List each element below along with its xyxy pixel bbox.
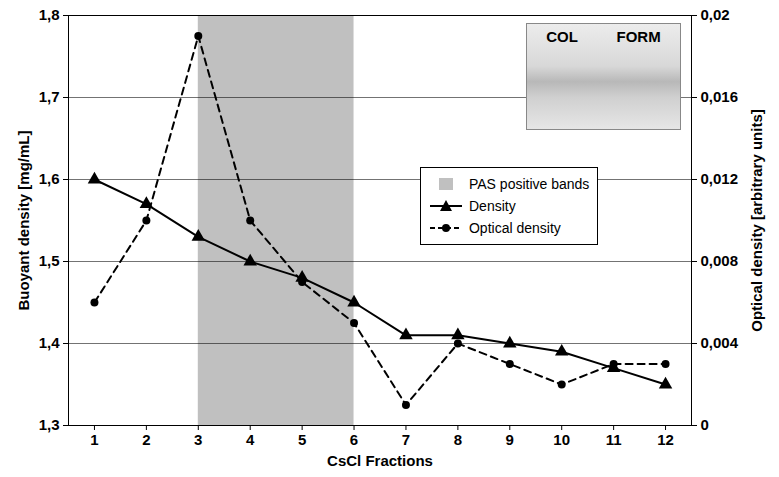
svg-text:0: 0 xyxy=(701,416,709,433)
svg-text:0,02: 0,02 xyxy=(701,6,730,23)
svg-text:0,008: 0,008 xyxy=(701,252,739,269)
svg-text:9: 9 xyxy=(506,431,514,448)
svg-text:5: 5 xyxy=(298,431,306,448)
svg-text:CsCl Fractions: CsCl Fractions xyxy=(327,452,433,469)
svg-text:7: 7 xyxy=(402,431,410,448)
svg-text:1,6: 1,6 xyxy=(39,170,60,187)
svg-text:0,016: 0,016 xyxy=(701,88,739,105)
svg-text:1,8: 1,8 xyxy=(39,6,60,23)
svg-text:1,3: 1,3 xyxy=(39,416,60,433)
html-text:Optical density: Optical density xyxy=(469,219,561,236)
svg-text:3: 3 xyxy=(194,431,202,448)
svg-text:2: 2 xyxy=(142,431,150,448)
svg-text:1,5: 1,5 xyxy=(39,252,60,269)
svg-text:8: 8 xyxy=(454,431,462,448)
html-text:COL: COL xyxy=(546,28,578,45)
svg-text:11: 11 xyxy=(606,431,622,448)
svg-text:1,4: 1,4 xyxy=(39,334,61,351)
svg-text:4: 4 xyxy=(246,431,255,448)
html-text:PAS positive bands: PAS positive bands xyxy=(469,175,590,192)
svg-text:1,7: 1,7 xyxy=(39,88,60,105)
svg-text:6: 6 xyxy=(350,431,358,448)
svg-text:10: 10 xyxy=(553,431,570,448)
svg-text:0,004: 0,004 xyxy=(701,334,739,351)
html-text:Density: Density xyxy=(469,197,516,214)
svg-text:Optical density [arbitrary uni: Optical density [arbitrary units] xyxy=(748,109,765,332)
svg-text:12: 12 xyxy=(657,431,674,448)
svg-text:1: 1 xyxy=(90,431,98,448)
svg-text:0,012: 0,012 xyxy=(701,170,739,187)
html-text:FORM: FORM xyxy=(616,28,661,45)
svg-text:Buoyant density [mg/mL]: Buoyant density [mg/mL] xyxy=(15,130,32,310)
